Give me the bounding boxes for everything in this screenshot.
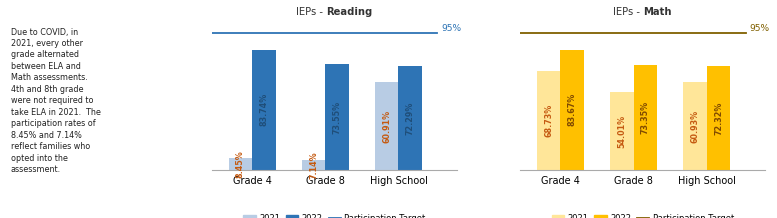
Bar [375,82,399,170]
Bar [560,50,584,170]
Text: IEPs -: IEPs - [296,7,326,17]
Bar [326,64,349,170]
Legend: 2021, 2022, Participation Target: 2021, 2022, Participation Target [240,211,429,218]
Text: 8.45%: 8.45% [236,150,245,178]
Bar [399,66,422,170]
Text: 73.55%: 73.55% [333,100,342,134]
Bar [537,71,560,170]
Text: 95%: 95% [749,24,769,33]
Text: IEPs -: IEPs - [614,7,643,17]
Bar [707,66,730,170]
Text: 73.35%: 73.35% [641,101,650,134]
Text: 72.29%: 72.29% [406,101,415,135]
Text: 83.74%: 83.74% [260,93,268,126]
Bar [684,82,707,170]
Text: 60.93%: 60.93% [691,110,699,143]
Text: 54.01%: 54.01% [618,115,626,148]
Text: 60.91%: 60.91% [382,110,392,143]
Text: 68.73%: 68.73% [544,104,553,137]
Text: 83.67%: 83.67% [568,93,577,126]
Text: Math: Math [643,7,672,17]
Bar [302,160,326,170]
Bar [610,92,633,170]
Text: Due to COVID, in
2021, every other
grade alternated
between ELA and
Math assessm: Due to COVID, in 2021, every other grade… [11,28,100,174]
Bar [252,49,276,170]
Bar [228,158,252,170]
Text: 95%: 95% [441,24,461,33]
Legend: 2021, 2022, Participation Target: 2021, 2022, Participation Target [549,211,737,218]
Text: 7.14%: 7.14% [309,151,318,179]
Bar [633,65,657,170]
Text: Reading: Reading [326,7,373,17]
Text: 72.32%: 72.32% [714,101,723,135]
